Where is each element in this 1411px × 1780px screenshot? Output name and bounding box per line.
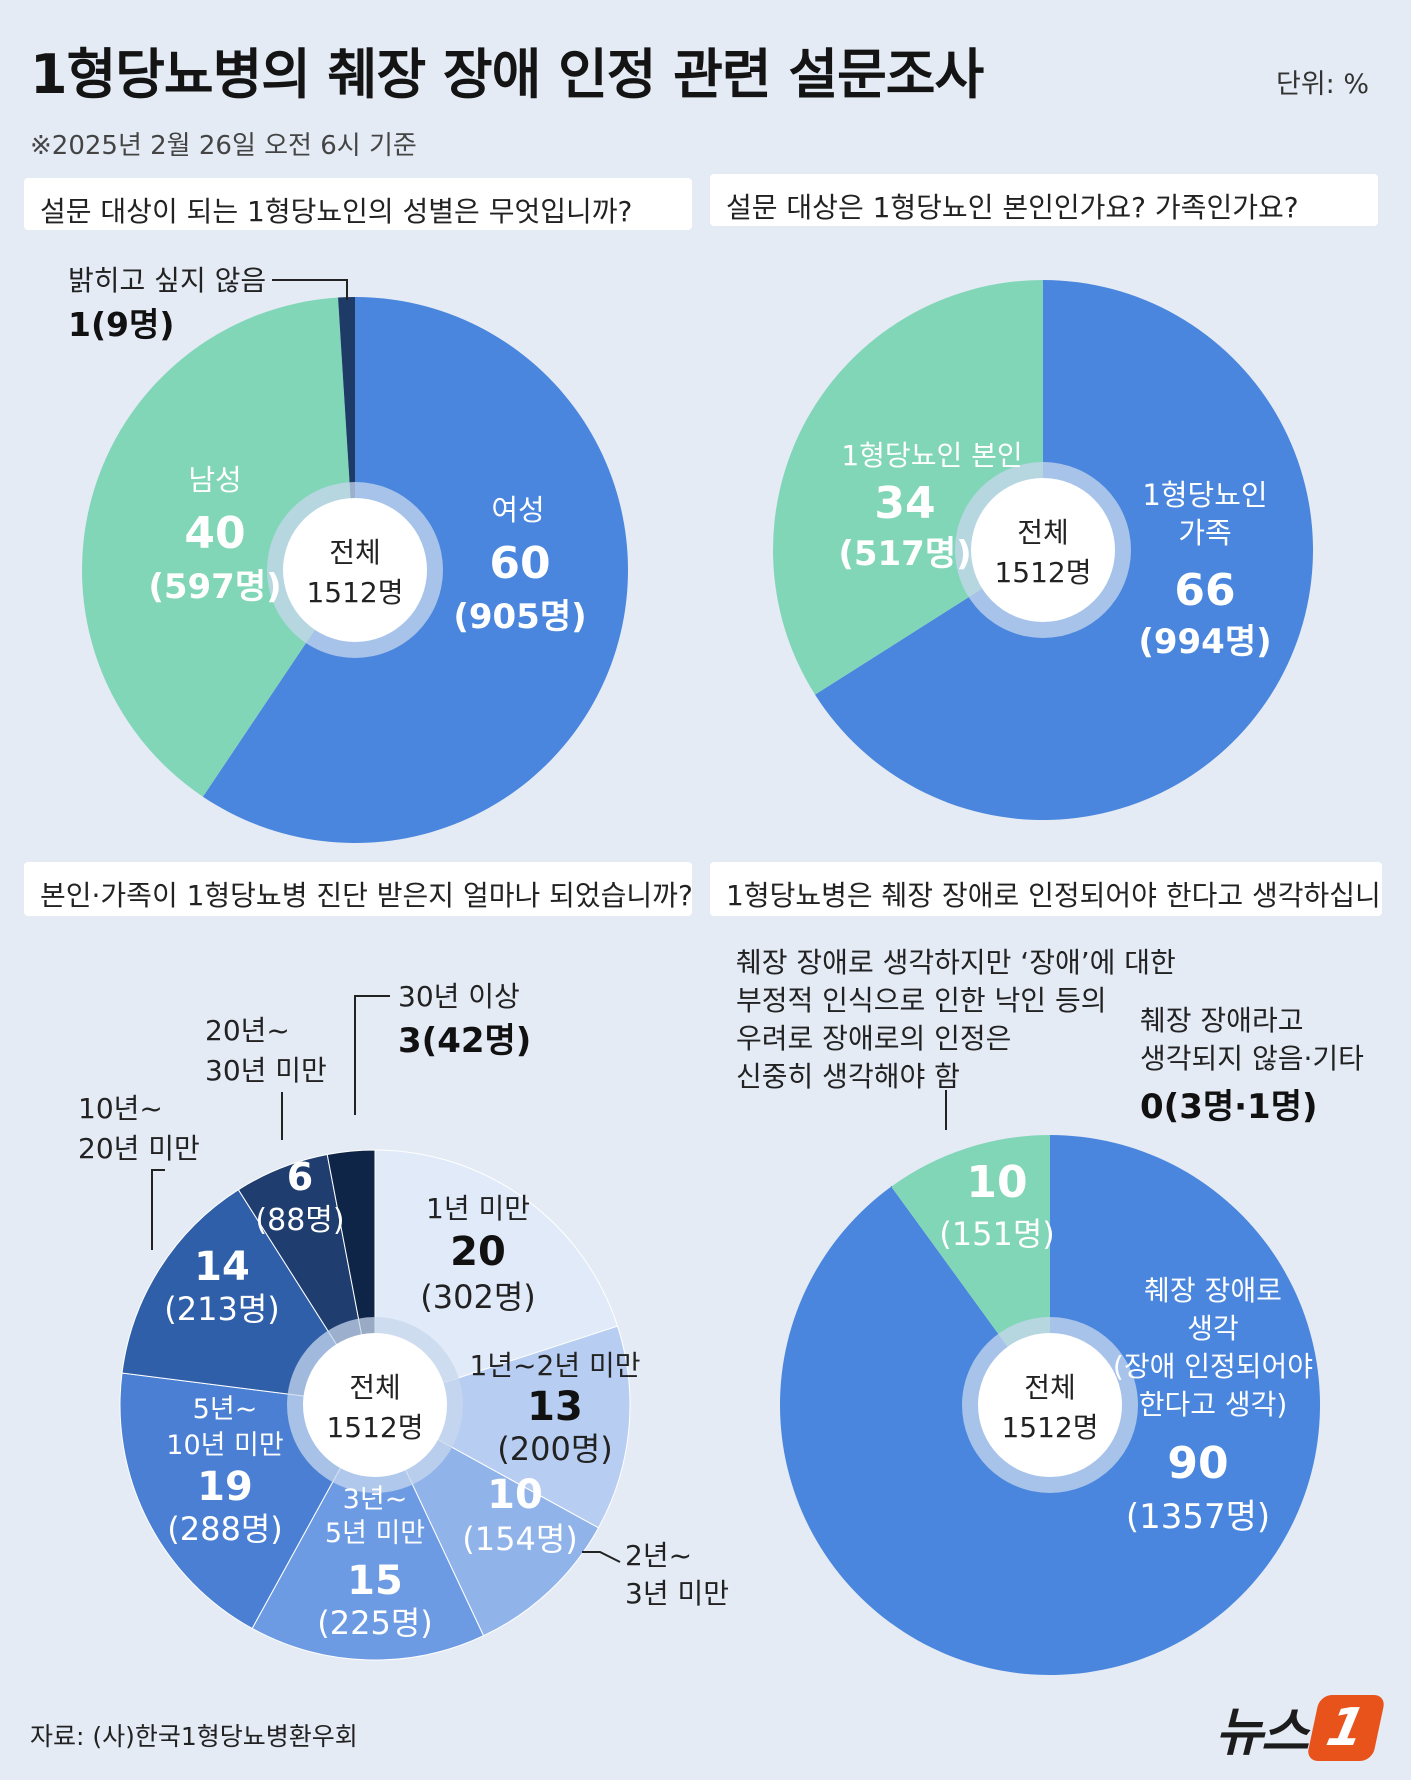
pie-center-total: 1512명 <box>306 576 403 609</box>
unit-label: 단위: % <box>1275 69 1369 100</box>
slice-count: (213명) <box>164 1290 280 1328</box>
slice-count: (905명) <box>453 597 586 637</box>
slice-label: 췌장 장애로 생각하지만 ‘장애’에 대한 <box>736 946 1176 979</box>
slice-value: 1(9명) <box>68 305 174 344</box>
slice-label: 20년 미만 <box>78 1132 200 1165</box>
slice-label: 여성 <box>491 493 544 527</box>
news1-logo: 뉴스 1 <box>1215 1690 1387 1765</box>
slice-label: 3년 미만 <box>625 1577 729 1610</box>
logo-mark: 1 <box>1305 1694 1387 1761</box>
pie-chart-2 <box>772 280 1313 820</box>
question-disability-recognition: 1형당뇨병은 췌장 장애로 인정되어야 한다고 생각하십니까? <box>710 862 1382 916</box>
pie-center <box>978 1333 1122 1477</box>
slice-value: 34 <box>874 478 935 529</box>
slice-count: (517명) <box>838 534 971 574</box>
question-diagnosis-period: 본인·가족이 1형당뇨병 진단 받은지 얼마나 되었습니까? <box>24 862 692 916</box>
logo-text: 뉴스 <box>1215 1703 1309 1763</box>
slice-label: 췌장 장애로 <box>1144 1274 1282 1307</box>
pie-center-total: 1512명 <box>994 556 1091 589</box>
slice-label: 1형당뇨인 본인 <box>841 439 1022 472</box>
slice-value: 13 <box>527 1384 583 1430</box>
pie-center <box>283 498 427 642</box>
question-respondent: 설문 대상은 1형당뇨인 본인인가요? 가족인가요? <box>710 174 1378 226</box>
pie-chart-3 <box>119 1149 631 1661</box>
pie-slice <box>890 1186 892 1188</box>
slice-label: 생각 <box>1187 1312 1239 1345</box>
pie-slice <box>373 1325 631 1529</box>
slice-label: 생각되지 않음·기타 <box>1140 1042 1364 1075</box>
slice-value: 6 <box>287 1155 313 1199</box>
slice-value: 10 <box>487 1472 543 1518</box>
pie-center <box>971 478 1115 622</box>
slice-label: 10년 미만 <box>166 1430 283 1461</box>
source-note: 자료: (사)한국1형당뇨병환우회 <box>30 1722 358 1751</box>
leader-line <box>354 995 390 1115</box>
pie-center-label: 전체 <box>1024 1371 1076 1404</box>
slice-label: 1년 미만 <box>426 1192 530 1225</box>
slice-label: 10년~ <box>78 1092 163 1125</box>
basis-note: ※2025년 2월 26일 오전 6시 기준 <box>30 131 417 161</box>
slice-value: 10 <box>966 1157 1027 1208</box>
slice-count: (88명) <box>255 1203 344 1238</box>
pie-chart-1 <box>81 297 628 843</box>
pie-center-label: 전체 <box>329 536 381 569</box>
slice-label: 30년 이상 <box>398 980 520 1013</box>
page-title: 1형당뇨병의 췌장 장애 인정 관련 설문조사 <box>30 43 984 106</box>
slice-label: 5년 미만 <box>325 1518 425 1549</box>
slice-value: 40 <box>184 508 245 559</box>
slice-label: 밝히고 싶지 않음 <box>68 264 266 297</box>
slice-value: 20 <box>450 1229 506 1275</box>
slice-label: 20년~ <box>205 1014 290 1047</box>
slice-label: 남성 <box>188 463 241 497</box>
slice-value: 15 <box>347 1558 403 1604</box>
slice-label: 1년~2년 미만 <box>469 1349 640 1382</box>
slice-value: 66 <box>1174 565 1235 616</box>
leader-line <box>272 279 348 300</box>
slice-value: 19 <box>197 1464 253 1510</box>
slice-label: 30년 미만 <box>205 1054 327 1087</box>
slice-label: 신중히 생각해야 함 <box>736 1060 960 1093</box>
slice-label: 우려로 장애로의 인정은 <box>736 1022 1011 1055</box>
slice-value: 0(3명·1명) <box>1140 1087 1318 1127</box>
slice-label: 2년~ <box>625 1539 692 1572</box>
leader-line <box>151 1169 165 1250</box>
slice-count: (200명) <box>497 1430 613 1468</box>
pie-slice <box>251 1403 485 1661</box>
slice-label: 1형당뇨인 <box>1142 478 1267 512</box>
slice-count: (225명) <box>317 1604 433 1642</box>
question-gender: 설문 대상이 되는 1형당뇨인의 성별은 무엇입니까? <box>24 178 692 230</box>
slice-count: (288명) <box>167 1510 283 1548</box>
slice-label: 3년~ <box>343 1484 408 1515</box>
slice-value: 3(42명) <box>398 1021 531 1061</box>
pie-slice <box>81 297 356 797</box>
slice-label: 한다고 생각) <box>1139 1388 1288 1421</box>
pie-center-label: 전체 <box>349 1371 401 1404</box>
slice-count: (302명) <box>420 1278 536 1316</box>
slice-value: 60 <box>489 538 550 589</box>
slice-value: 14 <box>194 1244 250 1290</box>
slice-label: 가족 <box>1178 516 1231 550</box>
pie-center <box>303 1333 447 1477</box>
pie-center-total: 1512명 <box>326 1411 423 1444</box>
slice-count: (154명) <box>462 1520 578 1558</box>
slice-count: (151명) <box>939 1215 1055 1253</box>
leader-line <box>582 1551 621 1563</box>
pie-chart-4 <box>780 1135 1320 1675</box>
pie-center-total: 1512명 <box>1001 1411 1098 1444</box>
slice-label: (장애 인정되어야 <box>1113 1350 1313 1383</box>
pie-center-label: 전체 <box>1017 516 1069 549</box>
slice-label: 부정적 인식으로 인한 낙인 등의 <box>736 984 1106 1017</box>
slice-count: (597명) <box>148 567 281 607</box>
slice-count: (1357명) <box>1126 1497 1270 1537</box>
slice-count: (994명) <box>1138 622 1271 662</box>
slice-value: 90 <box>1167 1438 1228 1489</box>
slice-label: 5년~ <box>193 1394 258 1425</box>
slice-label: 췌장 장애라고 <box>1140 1004 1303 1037</box>
